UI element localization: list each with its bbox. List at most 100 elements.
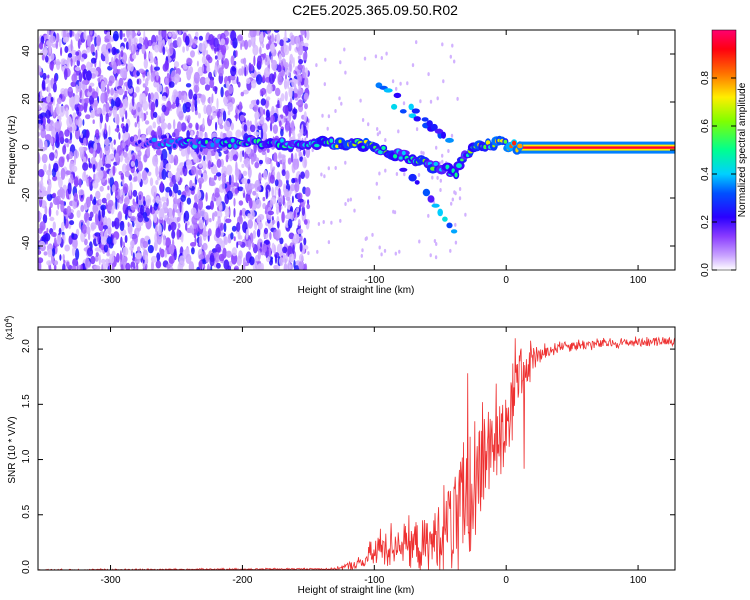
x-tick-label: -300 [101, 575, 121, 586]
noise-speckle [161, 95, 167, 101]
snr-background [38, 327, 675, 570]
noise-speckle [214, 55, 218, 60]
secondary-track-blob [446, 222, 453, 229]
noise-speckle [168, 255, 175, 264]
noise-speckle [60, 201, 65, 213]
noise-speckle [397, 129, 400, 134]
noise-speckle [288, 253, 295, 263]
noise-speckle [266, 83, 273, 95]
noise-speckle [90, 109, 95, 119]
noise-speckle [221, 181, 226, 190]
noise-speckle [340, 101, 343, 106]
noise-speckle [48, 264, 52, 270]
noise-speckle [294, 79, 299, 84]
noise-speckle [338, 96, 341, 101]
noise-speckle [230, 122, 234, 131]
noise-speckle [198, 154, 202, 160]
noise-speckle [177, 222, 181, 229]
noise-speckle [304, 42, 309, 47]
noise-speckle [291, 195, 294, 204]
noise-speckle [241, 207, 247, 217]
noise-speckle [384, 168, 387, 173]
noise-speckle [271, 186, 275, 198]
noise-speckle [278, 120, 282, 127]
noise-speckle [303, 111, 307, 123]
noise-speckle [182, 103, 187, 114]
noise-speckle [90, 57, 97, 64]
noise-speckle [38, 227, 43, 234]
noise-speckle [173, 154, 179, 166]
noise-speckle [202, 242, 208, 251]
noise-speckle [137, 171, 142, 184]
noise-speckle [270, 160, 273, 173]
noise-speckle [265, 43, 270, 50]
noise-speckle [284, 107, 289, 117]
noise-speckle [69, 220, 75, 226]
noise-speckle [107, 185, 110, 191]
noise-speckle [152, 155, 159, 167]
noise-speckle [347, 198, 350, 203]
noise-speckle [94, 255, 99, 262]
secondary-track-blob [441, 131, 446, 139]
noise-speckle [395, 86, 398, 91]
noise-speckle [383, 248, 387, 253]
noise-speckle [194, 110, 199, 116]
noise-speckle [283, 62, 289, 69]
noise-speckle [406, 81, 409, 86]
noise-speckle [189, 225, 193, 234]
noise-speckle [353, 208, 356, 213]
noise-speckle [282, 195, 286, 206]
noise-speckle [247, 39, 252, 48]
noise-speckle [83, 30, 87, 40]
noise-speckle [399, 81, 402, 86]
noise-speckle [201, 259, 207, 265]
noise-speckle [160, 122, 168, 130]
noise-speckle [165, 163, 172, 171]
y-tick-label: 20 [21, 93, 32, 105]
noise-speckle [64, 129, 70, 137]
noise-speckle [61, 188, 66, 200]
noise-speckle [75, 84, 79, 94]
noise-speckle [268, 73, 275, 85]
noise-speckle [145, 111, 149, 116]
noise-speckle [276, 206, 279, 215]
secondary-track-blob [437, 208, 444, 217]
noise-speckle [155, 260, 162, 269]
noise-speckle [196, 266, 201, 270]
noise-speckle [78, 146, 84, 153]
noise-speckle [380, 252, 383, 257]
carrier-blob [314, 143, 320, 148]
noise-speckle [147, 238, 151, 245]
noise-speckle [257, 250, 261, 261]
noise-speckle [237, 186, 244, 192]
noise-speckle [141, 170, 148, 181]
noise-speckle [247, 178, 251, 184]
noise-speckle [439, 178, 442, 183]
noise-speckle [216, 98, 219, 110]
noise-speckle [71, 165, 78, 173]
noise-speckle [89, 147, 94, 154]
noise-speckle [205, 205, 212, 210]
noise-speckle [274, 254, 278, 264]
carrier-blob [210, 142, 215, 148]
noise-speckle [156, 84, 163, 93]
noise-speckle [95, 190, 101, 200]
noise-speckle [293, 85, 297, 94]
noise-speckle [74, 33, 79, 40]
noise-speckle [144, 120, 150, 125]
noise-speckle [187, 114, 191, 122]
noise-speckle [39, 71, 43, 76]
noise-speckle [320, 172, 323, 177]
noise-speckle [46, 118, 51, 124]
noise-speckle [43, 251, 48, 256]
noise-speckle [188, 261, 195, 270]
noise-speckle [211, 93, 214, 104]
noise-speckle [67, 53, 73, 58]
noise-speckle [221, 172, 226, 184]
noise-speckle [143, 153, 148, 163]
noise-speckle [304, 103, 308, 110]
noise-speckle [100, 92, 106, 104]
noise-speckle [290, 152, 294, 163]
noise-speckle [453, 190, 456, 195]
noise-speckle [182, 46, 186, 53]
